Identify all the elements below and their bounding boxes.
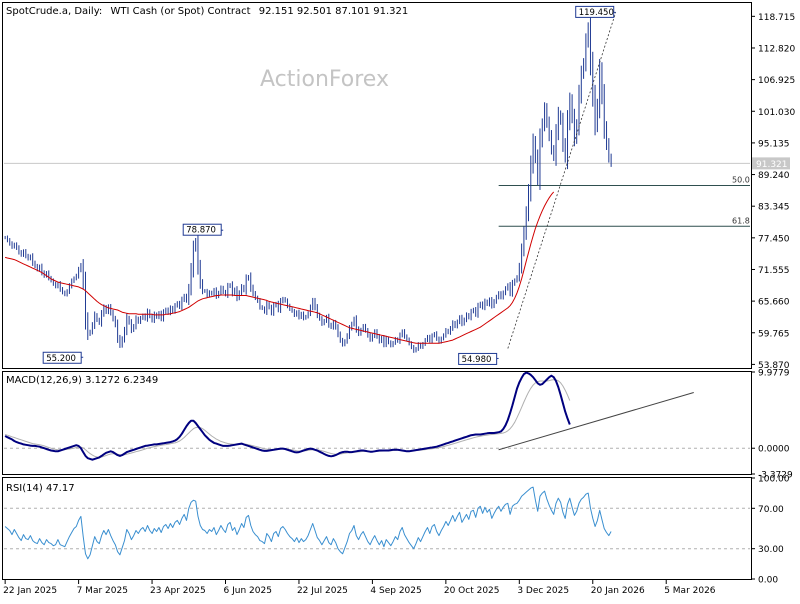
- macd-series: [4, 371, 694, 461]
- price-y-tick-label: 106.925: [758, 76, 795, 86]
- current-price-label: 91.321: [756, 160, 788, 170]
- x-tick-label: 23 Apr 2025: [150, 586, 206, 596]
- annotation-box: [42, 351, 82, 364]
- annotation-box: [458, 352, 498, 365]
- header-description: WTI Cash (or Spot) Contract: [110, 6, 250, 17]
- price-series: [4, 15, 612, 353]
- axis-labels: 118.715 112.820 106.925 101.030 95.135 89.240…: [3, 13, 795, 596]
- macd-trendline: [498, 391, 694, 451]
- x-tick-label: 22 Jul 2025: [297, 586, 348, 596]
- annotation-label: 119.450: [579, 8, 614, 18]
- price-y-tick-label: 89.240: [758, 171, 790, 181]
- annotation-label: 54.980: [462, 355, 492, 365]
- x-tick-label: 6 Jun 2025: [224, 586, 272, 596]
- price-y-tick-label: 59.765: [758, 329, 790, 339]
- annotation-label: 55.200: [46, 354, 76, 364]
- rsi-y-tick-label: 0.00: [758, 576, 778, 586]
- price-y-tick-label: 112.820: [758, 44, 795, 54]
- fib-level-label: 61.8: [732, 216, 750, 225]
- header-symbol: SpotCrude.a, Daily:: [6, 6, 102, 17]
- header-ohlc: 92.151 92.501 87.101 91.321: [259, 6, 409, 17]
- grid-lines: [4, 162, 750, 550]
- fib-levels: 50.0 61.8: [498, 176, 750, 227]
- price-y-tick-label: 77.450: [758, 234, 790, 244]
- macd-y-tick-label: 9.9779: [758, 369, 790, 379]
- x-tick-label: 7 Mar 2025: [77, 586, 128, 596]
- rsi-y-tick-label: 30.00: [758, 545, 784, 555]
- swing-connector-line: [507, 12, 617, 349]
- price-y-tick-label: 65.660: [758, 298, 790, 308]
- rsi-title: RSI(14) 47.17: [6, 483, 75, 494]
- price-y-tick-label: 118.715: [758, 13, 795, 23]
- chart-header: SpotCrude.a, Daily: WTI Cash (or Spot) C…: [6, 6, 408, 17]
- sma-series: [4, 191, 555, 344]
- macd-main-line: [4, 371, 571, 461]
- rsi-pane-frame: [2, 477, 752, 580]
- sma-line: [4, 191, 555, 344]
- watermark-logo: ActionForex: [260, 67, 389, 92]
- rsi-y-tick-label: 100.00: [758, 475, 790, 485]
- annotation-label: 78.870: [186, 226, 216, 236]
- macd-pane-frame: [2, 371, 752, 475]
- x-tick-label: 20 Oct 2025: [444, 586, 500, 596]
- macd-y-tick-label: -3.3729: [758, 471, 793, 481]
- x-tick-label: 4 Sep 2025: [370, 586, 421, 596]
- current-price-tag: [752, 157, 790, 170]
- macd-y-tick-label: 0.0000: [758, 445, 790, 455]
- price-y-tick-label: 71.555: [758, 266, 790, 276]
- price-y-tick-label: 101.030: [758, 108, 795, 118]
- rsi-series: [4, 486, 612, 560]
- x-tick-label: 3 Dec 2025: [517, 586, 569, 596]
- rsi-y-tick-label: 70.00: [758, 505, 784, 515]
- rsi-line: [4, 486, 612, 560]
- annotation-box: [575, 5, 615, 18]
- annotation-box: [182, 223, 222, 236]
- price-y-tick-label: 53.870: [758, 361, 790, 371]
- x-tick-label: 20 Jan 2026: [591, 586, 645, 596]
- x-tick-label: 22 Jan 2025: [3, 586, 57, 596]
- price-annotations: 119.450 78.870 55.200 54.980: [42, 5, 617, 365]
- fib-level-label: 50.0: [732, 176, 750, 185]
- price-y-tick-label: 83.345: [758, 203, 790, 213]
- price-y-tick-label: 95.135: [758, 139, 790, 149]
- x-tick-label: 5 Mar 2026: [664, 586, 716, 596]
- macd-title: MACD(12,26,9) 3.1272 6.2349: [6, 375, 158, 386]
